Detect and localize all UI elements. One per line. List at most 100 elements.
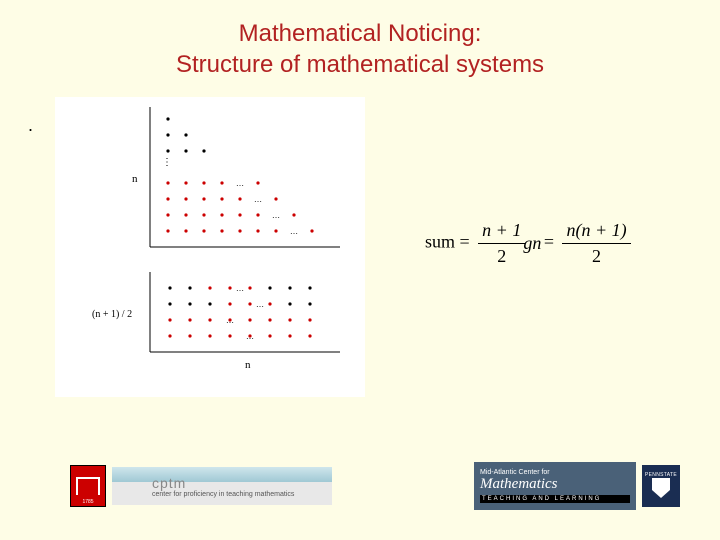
data-dot (288, 318, 291, 321)
ellipsis-icon: … (290, 227, 298, 236)
ellipsis-icon: … (272, 211, 280, 220)
uga-logo: 1785 (70, 465, 106, 507)
eq-frac2-num: n(n + 1) (562, 220, 630, 244)
uga-arch-icon (76, 477, 100, 495)
eq-middle: gn (523, 233, 541, 254)
bullet-dot: . (28, 115, 33, 136)
eq-frac1-num: n + 1 (478, 220, 525, 244)
eq-frac1-den: 2 (478, 244, 525, 267)
data-dot (202, 213, 205, 216)
data-dot (166, 229, 169, 232)
ellipsis-icon: … (256, 300, 264, 309)
data-dot (202, 149, 205, 152)
footer-logos: 1785 cptm center for proficiency in teac… (70, 462, 680, 510)
slide-title: Mathematical Noticing: Structure of math… (0, 0, 720, 80)
data-dot (256, 181, 259, 184)
data-dot (228, 286, 231, 289)
data-dot (184, 181, 187, 184)
data-dot (274, 197, 277, 200)
data-dot (202, 229, 205, 232)
data-dot (184, 213, 187, 216)
title-line-1: Mathematical Noticing: (239, 20, 482, 47)
data-dot (268, 318, 271, 321)
ellipsis-icon: … (236, 179, 244, 188)
top-y-label: n (132, 173, 138, 185)
data-dot (208, 302, 211, 305)
data-dot (274, 229, 277, 232)
data-dot (184, 149, 187, 152)
mathematics-logo: Mid-Atlantic Center for Mathematics TEAC… (474, 462, 636, 510)
logo-group-left: 1785 cptm center for proficiency in teac… (70, 465, 332, 507)
data-dot (188, 286, 191, 289)
data-dot (228, 334, 231, 337)
ellipsis-icon: … (226, 316, 234, 325)
data-dot (208, 334, 211, 337)
pennstate-logo: PENNSTATE (642, 465, 680, 507)
data-dot (166, 197, 169, 200)
eq-frac-2: n(n + 1) 2 (562, 220, 630, 267)
data-dot (292, 213, 295, 216)
data-dot (184, 133, 187, 136)
top-vdots: ⋮ (162, 157, 172, 168)
math-sub: TEACHING AND LEARNING (480, 495, 630, 503)
eq-frac2-den: 2 (562, 244, 630, 267)
data-dot (248, 286, 251, 289)
bot-y-label: (n + 1) / 2 (92, 309, 132, 320)
title-line-2: Structure of mathematical systems (176, 51, 544, 78)
eq-lhs: sum (425, 232, 455, 252)
ellipsis-icon: … (236, 284, 244, 293)
data-dot (256, 229, 259, 232)
data-dot (288, 334, 291, 337)
data-dot (248, 318, 251, 321)
data-dot (166, 117, 169, 120)
cptm-big: cptm (152, 475, 332, 491)
cptm-sub: center for proficiency in teaching mathe… (152, 491, 332, 498)
data-dot (202, 197, 205, 200)
data-dot (168, 334, 171, 337)
data-dot (188, 302, 191, 305)
data-dot (268, 302, 271, 305)
data-dot (166, 133, 169, 136)
penn-text: PENNSTATE (645, 472, 677, 478)
math-big: Mathematics (480, 476, 630, 493)
data-dot (248, 302, 251, 305)
eq-sign-2: = (544, 232, 554, 252)
data-dot (184, 229, 187, 232)
data-dot (228, 302, 231, 305)
data-dot (208, 286, 211, 289)
data-dot (202, 181, 205, 184)
data-dot (288, 302, 291, 305)
data-dot (310, 229, 313, 232)
cptm-logo: cptm center for proficiency in teaching … (112, 467, 332, 505)
triangle-diagram: n ⋮ (n + 1) / 2 n …………………… (55, 97, 365, 397)
data-dot (220, 181, 223, 184)
data-dot (168, 286, 171, 289)
bot-x-label: n (245, 359, 251, 371)
eq-sign-1: = (460, 232, 470, 252)
data-dot (220, 229, 223, 232)
ellipsis-icon: … (254, 195, 262, 204)
uga-year: 1785 (82, 499, 93, 505)
logo-group-right: Mid-Atlantic Center for Mathematics TEAC… (474, 462, 680, 510)
data-dot (308, 318, 311, 321)
data-dot (166, 213, 169, 216)
data-dot (288, 286, 291, 289)
data-dot (256, 213, 259, 216)
data-dot (208, 318, 211, 321)
sum-equation: sum = n + 1 2 gn = n(n + 1) 2 (425, 220, 635, 267)
data-dot (308, 334, 311, 337)
eq-frac-1: n + 1 2 (478, 220, 525, 267)
data-dot (188, 318, 191, 321)
data-dot (168, 318, 171, 321)
data-dot (168, 302, 171, 305)
data-dot (188, 334, 191, 337)
data-dot (238, 213, 241, 216)
data-dot (308, 286, 311, 289)
math-top: Mid-Atlantic Center for (480, 469, 630, 476)
data-dot (268, 334, 271, 337)
data-dot (184, 197, 187, 200)
data-dot (238, 197, 241, 200)
data-dot (166, 181, 169, 184)
penn-shield-icon (652, 478, 670, 498)
data-dot (166, 149, 169, 152)
